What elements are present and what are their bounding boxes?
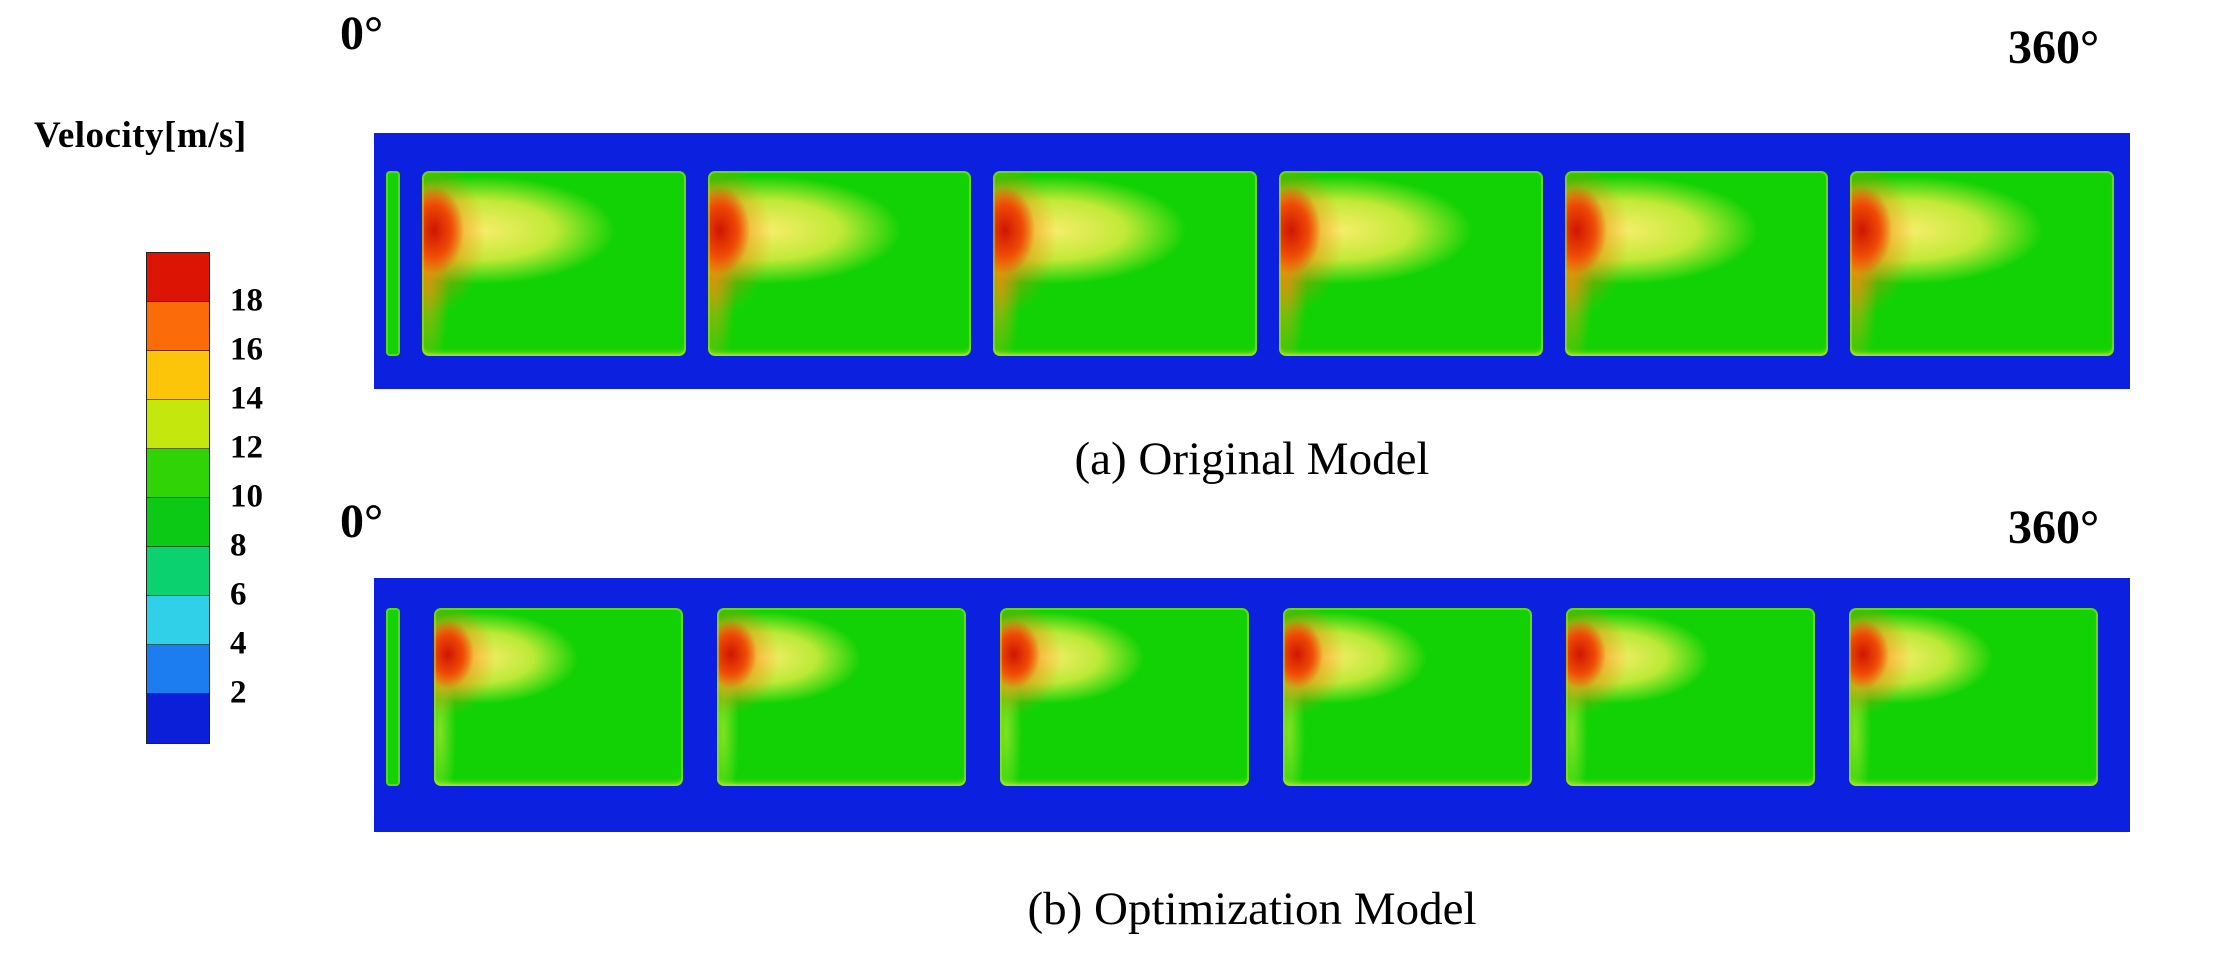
contour-cell: [422, 171, 686, 356]
colorbar-tick-label: 16: [230, 331, 263, 368]
colorbar-ticks: 18 16 14 12 10 8 6 4 2: [230, 252, 310, 742]
colorbar-tick-label: 2: [230, 674, 247, 711]
contour-cell: [717, 608, 966, 786]
colorbar-bands: [146, 252, 210, 744]
contour-cell: [993, 171, 1258, 356]
contour-cell: [1566, 608, 1815, 786]
colorbar-band: [147, 449, 209, 498]
colorbar-tick-label: 10: [230, 478, 263, 515]
panel-b-cells: [386, 608, 2098, 786]
colorbar-band: [147, 302, 209, 351]
contour-cell: [1279, 171, 1543, 356]
contour-cell: [1000, 608, 1249, 786]
colorbar-band: [147, 351, 209, 400]
colorbar-tick-label: 12: [230, 429, 263, 466]
panel-b-contour-strip: [374, 578, 2130, 832]
contour-cell: [1564, 171, 1829, 356]
panel-b-angle-left-label: 0°: [340, 495, 384, 548]
colorbar-tick-label: 18: [230, 282, 263, 319]
panel-a-contour-strip: [374, 133, 2130, 389]
contour-edge-sliver: [386, 171, 400, 356]
colorbar-tick-label: 6: [230, 576, 247, 613]
contour-edge-sliver: [386, 608, 400, 786]
colorbar-tick-label: 4: [230, 625, 247, 662]
contour-cell: [1850, 171, 2115, 356]
contour-cell: [707, 171, 972, 356]
colorbar-band: [147, 694, 209, 743]
panel-b-angle-right-label: 360°: [2008, 501, 2100, 554]
panel-a-angle-left-label: 0°: [340, 7, 384, 60]
colorbar-band: [147, 498, 209, 547]
colorbar-band: [147, 547, 209, 596]
contour-cell: [434, 608, 683, 786]
colorbar-band: [147, 645, 209, 694]
panel-a-caption: (a) Original Model: [1074, 433, 1430, 485]
colorbar-band: [147, 400, 209, 449]
panel-b-caption: (b) Optimization Model: [1027, 883, 1477, 935]
colorbar-title: Velocity[m/s]: [34, 115, 247, 156]
contour-cell: [1849, 608, 2098, 786]
panel-a-cells: [386, 171, 2115, 356]
contour-cell: [1283, 608, 1532, 786]
colorbar-band: [147, 596, 209, 645]
colorbar-tick-label: 14: [230, 380, 263, 417]
colorbar-tick-label: 8: [230, 527, 247, 564]
panel-a-angle-right-label: 360°: [2008, 21, 2100, 74]
colorbar-band: [147, 253, 209, 302]
